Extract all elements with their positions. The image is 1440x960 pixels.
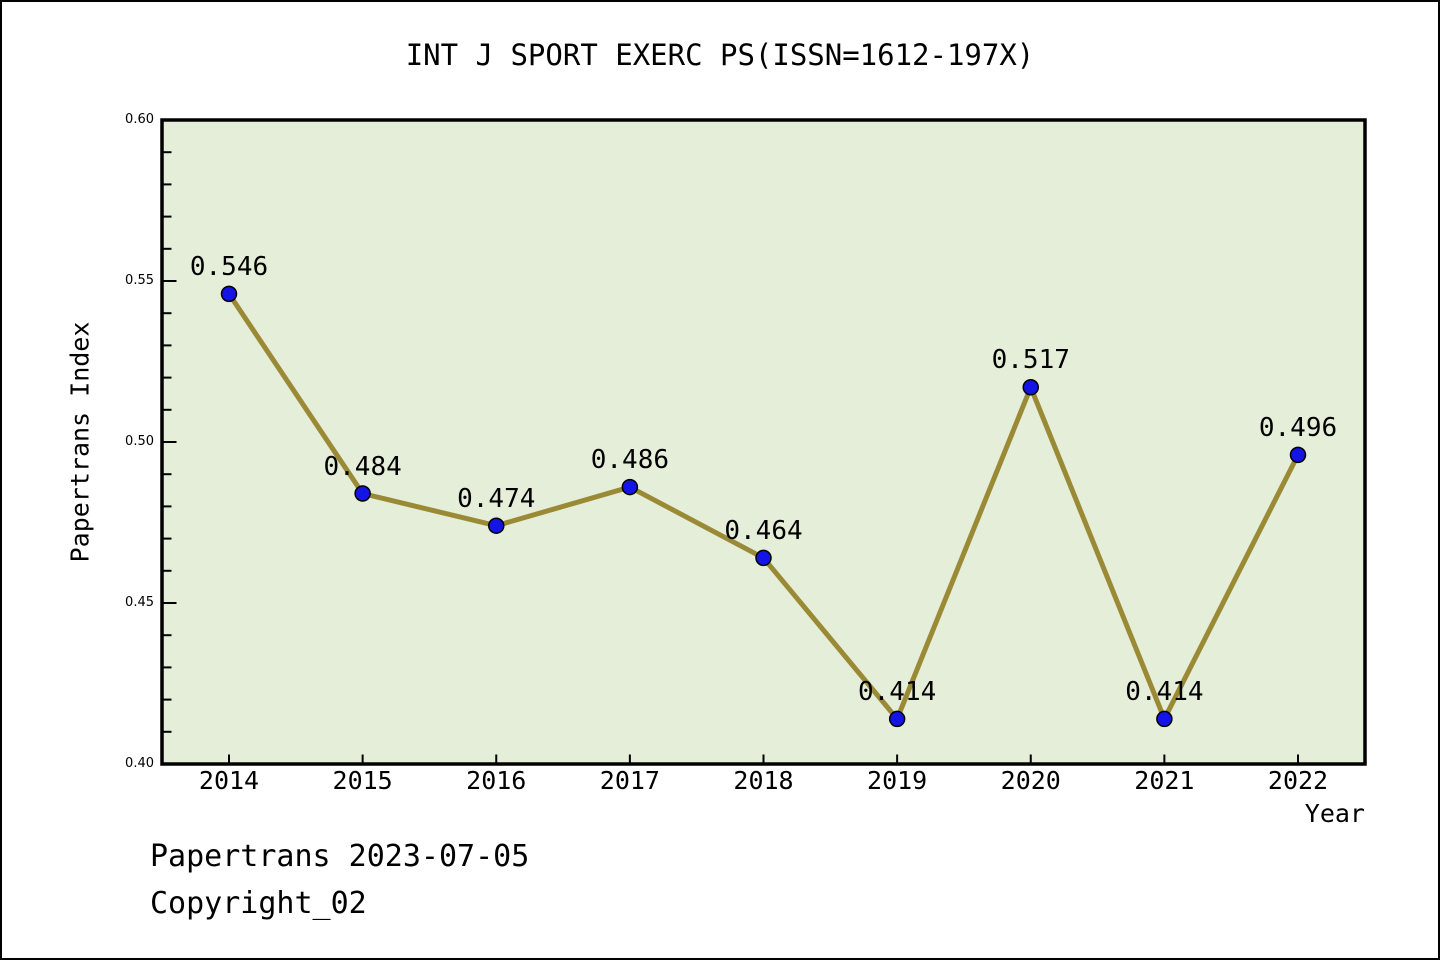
data-point-label: 0.474 — [457, 483, 536, 514]
data-point-label: 0.496 — [1258, 412, 1338, 443]
x-tick-label: 2015 — [332, 766, 393, 795]
data-point-marker — [488, 517, 505, 534]
data-point-marker — [1156, 710, 1173, 728]
x-tick-label: 2017 — [599, 766, 660, 795]
x-tick-label: 2016 — [466, 766, 527, 795]
footer-copyright: Copyright_02 — [150, 886, 367, 921]
y-tick-label: 0.55 — [125, 273, 154, 288]
plot-area — [160, 118, 1367, 766]
data-point-marker — [354, 485, 371, 502]
footer-date: Papertrans 2023-07-05 — [150, 839, 530, 874]
data-point-label: 0.517 — [991, 345, 1070, 376]
data-point-marker — [1022, 379, 1039, 396]
x-tick-label: 2020 — [1000, 766, 1061, 795]
x-tick-label: 2019 — [867, 766, 928, 795]
data-point-label: 0.546 — [189, 251, 269, 282]
y-tick-label: 0.50 — [125, 434, 154, 449]
y-tick-label: 0.45 — [125, 595, 154, 610]
x-tick-label: 2021 — [1134, 766, 1195, 795]
data-point-marker — [755, 549, 772, 567]
data-point-label: 0.464 — [724, 515, 803, 546]
y-tick-label: 0.60 — [125, 112, 154, 127]
data-point-marker — [220, 285, 238, 303]
x-tick-label: 2018 — [733, 766, 794, 795]
x-axis-label: Year — [1304, 799, 1365, 828]
data-point-label: 0.414 — [1125, 676, 1204, 707]
chart-title: INT J SPORT EXERC PS(ISSN=1612-197X) — [405, 38, 1035, 72]
data-point-marker — [1289, 446, 1307, 464]
x-tick-label: 2022 — [1267, 766, 1329, 795]
data-point-label: 0.414 — [857, 676, 937, 707]
data-point-marker — [621, 478, 639, 496]
x-tick-label: 2014 — [198, 766, 260, 795]
data-point-label: 0.484 — [323, 451, 402, 482]
data-point-marker — [888, 710, 906, 728]
y-tick-label: 0.40 — [125, 756, 154, 771]
data-point-label: 0.486 — [590, 445, 670, 476]
